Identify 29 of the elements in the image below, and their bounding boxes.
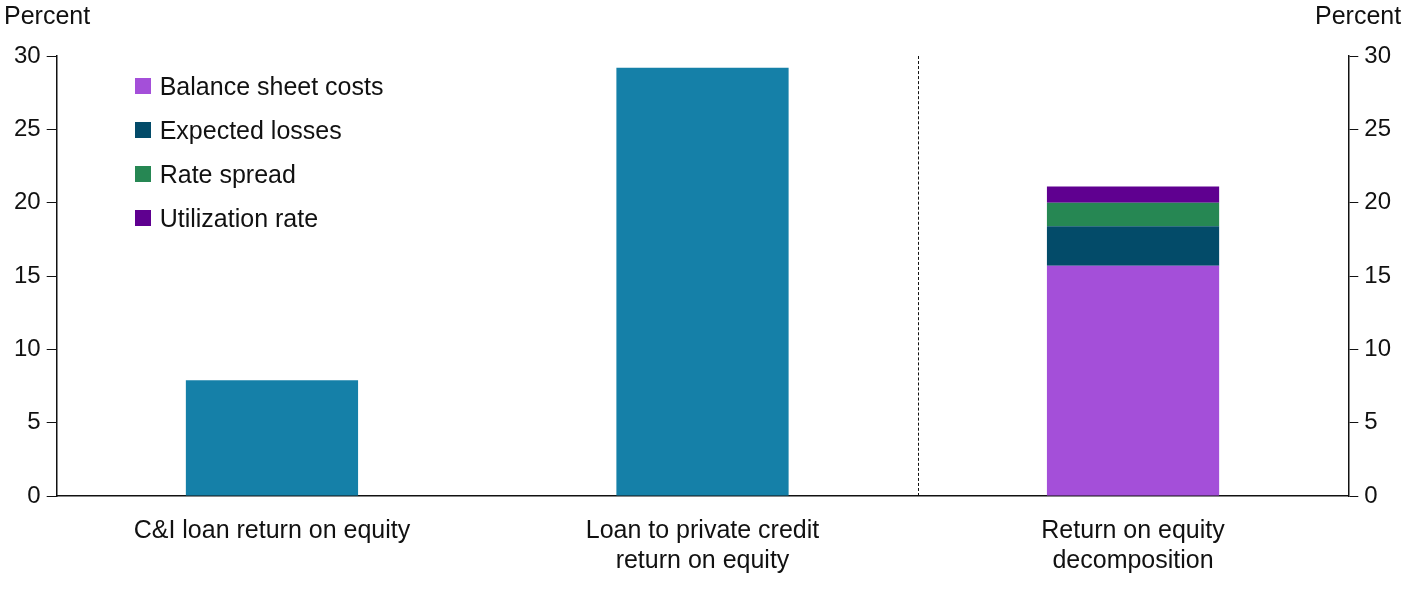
legend-label: Rate spread (159, 159, 296, 189)
y-tick-label: 5 (27, 407, 41, 435)
y2-axis-title: Percent (1315, 1, 1402, 30)
y-tick-label: 0 (27, 480, 41, 508)
y2-tick-label: 0 (1364, 480, 1378, 508)
legend-label: Balance sheet costs (159, 71, 384, 101)
y-tick-label: 10 (13, 333, 41, 361)
y2-tick-label: 20 (1364, 187, 1392, 215)
legend-label: Utilization rate (159, 203, 319, 233)
bar (1046, 186, 1220, 203)
bar (1046, 202, 1220, 227)
x-tick-label: Return on equity decomposition (1041, 514, 1226, 573)
legend-label: Expected losses (159, 115, 342, 145)
y-tick-label: 15 (13, 260, 41, 288)
bar (616, 67, 789, 496)
bar (185, 380, 359, 496)
y-tick-label: 30 (13, 40, 41, 68)
y-axis-title: Percent (4, 1, 91, 30)
y2-tick-label: 25 (1364, 113, 1392, 141)
y-tick-label: 25 (13, 113, 41, 141)
y2-tick-label: 15 (1364, 260, 1392, 288)
bar (1046, 226, 1220, 266)
bar (1046, 265, 1220, 496)
y2-tick-label: 5 (1364, 407, 1378, 435)
x-tick-label: Loan to private credit return on equity (585, 514, 820, 573)
y2-tick-label: 30 (1364, 40, 1392, 68)
y-tick-label: 20 (13, 187, 41, 215)
x-tick-label: C&I loan return on equity (133, 514, 411, 543)
y2-tick-label: 10 (1364, 333, 1392, 361)
